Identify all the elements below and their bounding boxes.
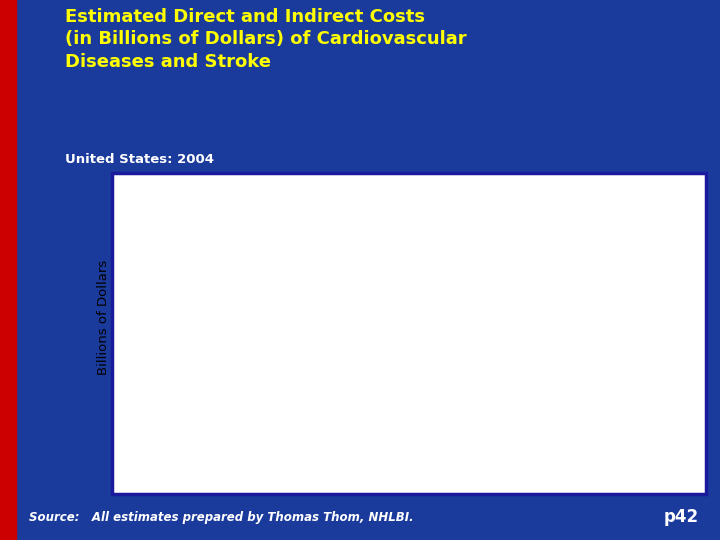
Text: 133.2: 133.2 (269, 347, 305, 360)
Text: Estimated Direct and Indirect Costs
(in Billions of Dollars) of Cardiovascular
D: Estimated Direct and Indirect Costs (in … (65, 8, 467, 71)
Bar (445, 408, 492, 440)
Text: Source:   All estimates prepared by Thomas Thom, NHLBI.: Source: All estimates prepared by Thomas… (29, 510, 413, 524)
Text: 55.5: 55.5 (454, 393, 482, 406)
Bar (264, 362, 310, 440)
Text: 238.6: 238.6 (179, 286, 214, 299)
Text: 368.4: 368.4 (632, 210, 667, 222)
Bar (626, 225, 673, 440)
Bar (173, 301, 220, 440)
Text: 28.8: 28.8 (545, 408, 573, 421)
Text: United States: 2004: United States: 2004 (65, 153, 214, 166)
Bar (536, 423, 582, 440)
Text: p42: p42 (663, 508, 698, 526)
Y-axis label: Billions of Dollars: Billions of Dollars (96, 260, 110, 375)
Bar (354, 409, 401, 440)
Text: 53.6: 53.6 (364, 394, 392, 407)
